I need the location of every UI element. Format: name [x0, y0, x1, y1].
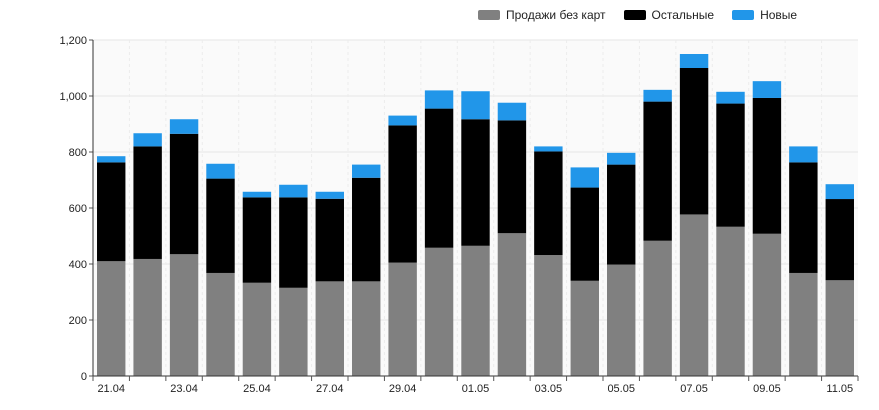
bar-segment	[133, 133, 162, 147]
bar-segment	[424, 108, 454, 248]
y-tick-label: 600	[69, 203, 87, 215]
bar-segment	[206, 272, 235, 376]
bar-segment	[607, 164, 636, 265]
legend-swatch	[478, 10, 500, 20]
bar-segment	[242, 191, 272, 198]
bar-segment	[716, 91, 745, 104]
legend-item-others[interactable]: Остальные	[623, 8, 715, 22]
bar-segment	[497, 120, 527, 234]
bar-segment	[279, 184, 308, 198]
bar-segment	[388, 125, 417, 263]
bar-segment	[461, 91, 490, 120]
bar-segment	[643, 89, 672, 102]
bar-segment	[534, 146, 563, 152]
bar-segment	[315, 191, 344, 199]
bar-segment	[825, 184, 854, 200]
bar-segment	[169, 119, 199, 134]
bar-segment	[169, 133, 199, 255]
bar-segment	[206, 178, 235, 273]
bar-segment	[242, 197, 272, 283]
bar-segment	[315, 281, 344, 376]
bar-segment	[570, 187, 599, 281]
x-tick-label: 21.04	[97, 383, 125, 395]
x-tick-label: 07.05	[680, 383, 708, 395]
bar-segment	[825, 280, 854, 376]
bar-segment	[133, 258, 162, 376]
bar-segment	[679, 54, 709, 68]
bar-segment	[279, 287, 308, 376]
bar-segment	[352, 164, 381, 178]
bar-segment	[133, 146, 162, 259]
bar-segment	[315, 198, 344, 282]
bar-segment	[716, 103, 745, 227]
bar-segment	[97, 156, 126, 163]
bar-segment	[97, 261, 126, 376]
bar-segment	[607, 152, 636, 165]
x-tick-label: 01.05	[462, 383, 490, 395]
bar-segment	[97, 162, 126, 262]
bar-segment	[643, 101, 672, 241]
legend-swatch	[623, 10, 646, 20]
bar-segment	[534, 255, 563, 376]
x-tick-label: 29.04	[389, 383, 417, 395]
x-tick-label: 09.05	[753, 383, 781, 395]
bar-segment	[388, 262, 417, 376]
bar-segment	[461, 245, 490, 376]
bar-segment	[206, 163, 235, 179]
bar-segment	[752, 97, 782, 234]
bar-segment	[352, 177, 381, 282]
bar-segment	[169, 254, 199, 376]
bar-segment	[534, 151, 563, 256]
y-tick-label: 1,200	[59, 35, 87, 47]
x-tick-label: 23.04	[170, 383, 198, 395]
bar-segment	[461, 119, 490, 246]
bar-segment	[242, 282, 272, 376]
bar-segment	[825, 199, 854, 281]
bar-segment	[352, 281, 381, 376]
bar-segment	[607, 264, 636, 376]
bar-segment	[789, 162, 818, 273]
bar-segment	[497, 102, 527, 121]
legend-label: Новые	[760, 8, 798, 22]
bar-segment	[752, 81, 782, 98]
bar-segment	[643, 240, 672, 376]
bar-segment	[679, 214, 709, 376]
y-tick-label: 0	[81, 371, 87, 383]
y-tick-label: 1,000	[59, 91, 87, 103]
y-tick-label: 400	[69, 259, 87, 271]
x-tick-label: 25.04	[243, 383, 271, 395]
legend-label: Продажи без карт	[506, 8, 606, 22]
bar-segment	[752, 233, 782, 376]
y-tick-label: 200	[69, 315, 87, 327]
bar-segment	[789, 146, 818, 163]
y-tick-label: 800	[69, 147, 87, 159]
bar-segment	[570, 167, 599, 188]
bar-segment	[570, 280, 599, 376]
bar-segment	[679, 68, 709, 215]
legend-swatch	[732, 10, 755, 20]
bar-segment	[424, 247, 454, 376]
x-tick-label: 03.05	[535, 383, 563, 395]
bar-segment	[497, 233, 527, 376]
chart-legend: Продажи без карт Остальные Новые	[478, 8, 797, 22]
legend-item-new[interactable]: Новые	[732, 8, 797, 22]
bar-segment	[716, 226, 745, 376]
bar-segment	[279, 197, 308, 288]
x-tick-label: 27.04	[316, 383, 344, 395]
bar-segment	[388, 115, 417, 126]
bar-segment	[789, 272, 818, 376]
legend-label: Остальные	[651, 8, 715, 22]
bar-segment	[424, 90, 454, 109]
x-tick-label: 11.05	[826, 383, 853, 395]
x-tick-label: 05.05	[607, 383, 635, 395]
legend-item-sales-without-cards[interactable]: Продажи без карт	[478, 8, 606, 22]
